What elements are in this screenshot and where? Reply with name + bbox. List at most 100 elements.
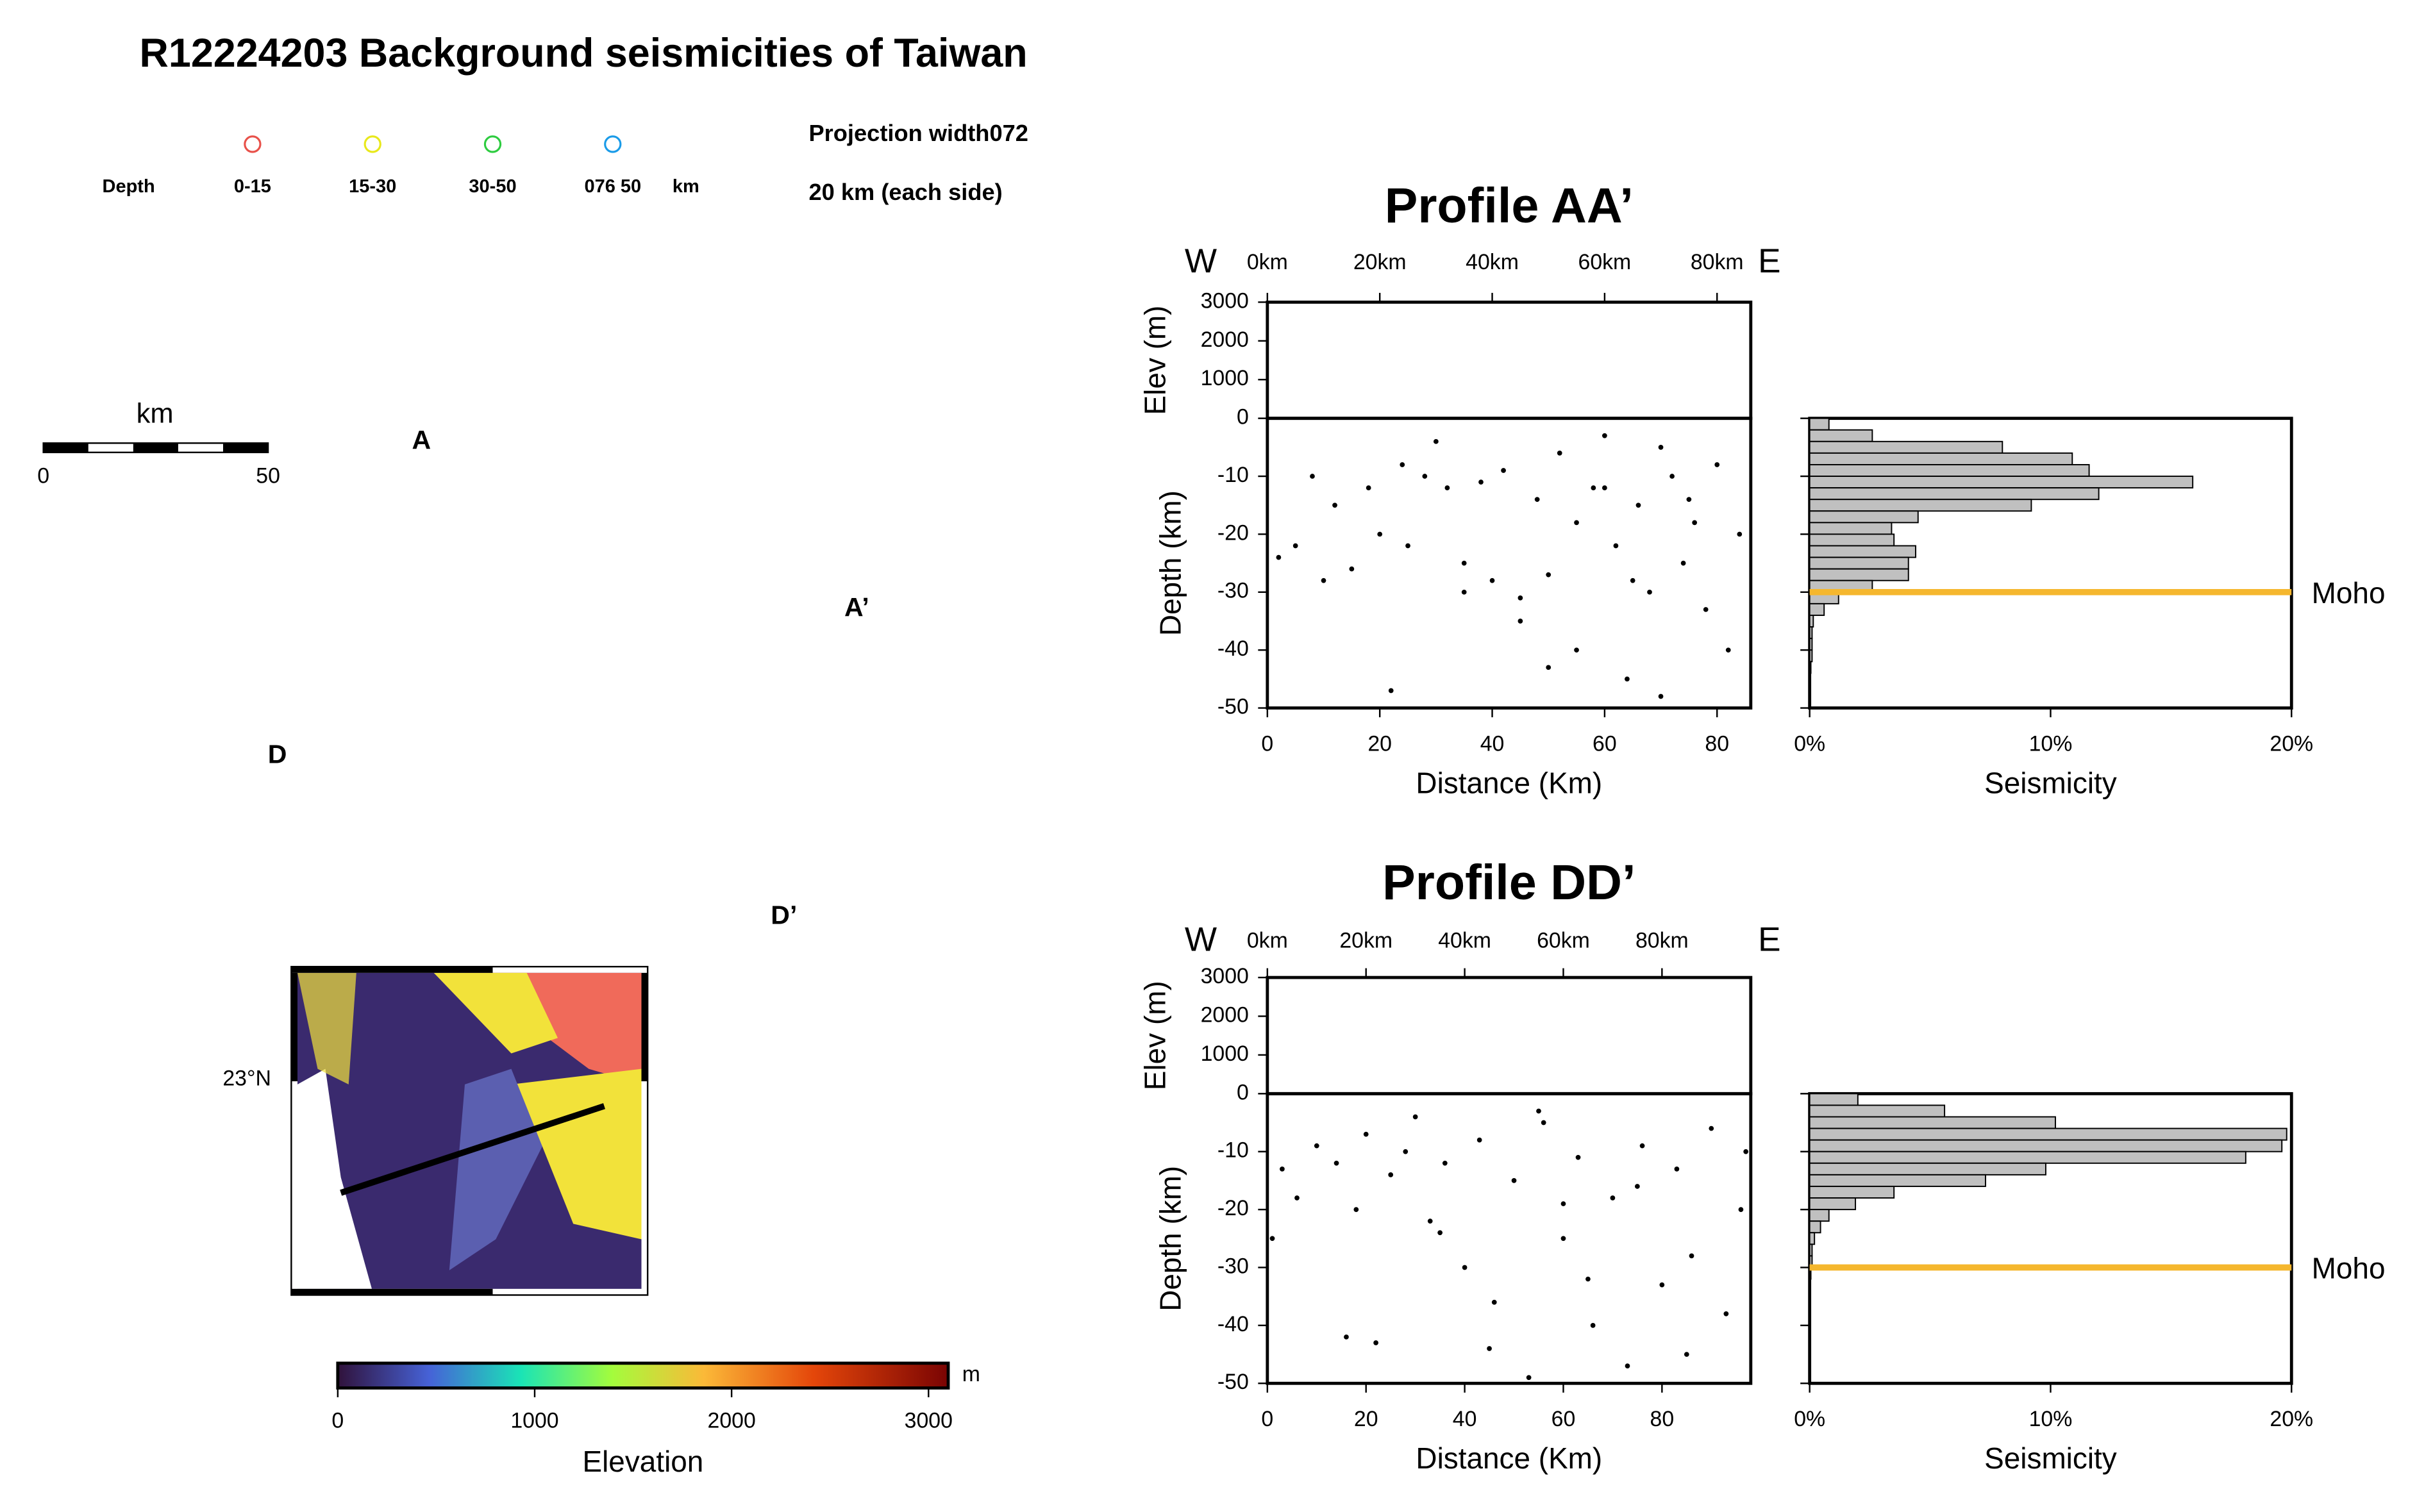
hist-bar bbox=[1809, 1174, 1986, 1187]
moho-label: Moho bbox=[2312, 1251, 2386, 1284]
hist-bar bbox=[1809, 440, 2003, 454]
x-tick-label: 40 bbox=[1480, 732, 1505, 756]
top-tick-label: 60km bbox=[1537, 928, 1590, 952]
map-label: D bbox=[268, 739, 287, 768]
y-tick-label: -20 bbox=[1217, 1196, 1249, 1220]
top-tick-label: 40km bbox=[1438, 928, 1491, 952]
elev-tick-label: 1000 bbox=[1201, 1042, 1249, 1066]
quake bbox=[1669, 474, 1675, 479]
map-label: D’ bbox=[771, 901, 797, 930]
quake bbox=[1703, 607, 1709, 612]
hist-bar bbox=[1809, 452, 2073, 465]
hist-bar bbox=[1809, 1139, 2283, 1152]
quake bbox=[1388, 1172, 1394, 1177]
quake bbox=[1541, 1120, 1546, 1126]
quake bbox=[1377, 531, 1383, 537]
top-tick-label: 0km bbox=[1247, 250, 1288, 274]
y-tick-label: 0 bbox=[1237, 405, 1249, 429]
quake bbox=[1332, 503, 1337, 508]
top-tick-label: 80km bbox=[1635, 928, 1689, 952]
x-tick-label: 60 bbox=[1551, 1407, 1576, 1431]
quake bbox=[1518, 619, 1523, 624]
y-tick-label: 0 bbox=[1237, 1080, 1249, 1104]
scale-tick: 50 bbox=[256, 463, 280, 488]
quake bbox=[1292, 543, 1298, 549]
top-tick-label: 0km bbox=[1247, 928, 1288, 952]
hist-bar bbox=[1809, 602, 1825, 616]
quake bbox=[1433, 438, 1439, 444]
hist-x-tick-label: 10% bbox=[2029, 1407, 2073, 1431]
quake bbox=[1557, 451, 1562, 456]
side-label: E bbox=[1758, 921, 1780, 959]
quake bbox=[1709, 1126, 1714, 1131]
top-tick-label: 20km bbox=[1339, 928, 1392, 952]
hist-x-tick-label: 20% bbox=[2270, 732, 2313, 756]
quake bbox=[1349, 566, 1355, 572]
quake bbox=[1280, 1166, 1285, 1172]
top-tick-label: 20km bbox=[1353, 250, 1407, 274]
elev-tick-label: 2000 bbox=[1201, 1002, 1249, 1027]
quake bbox=[1344, 1334, 1349, 1340]
quake bbox=[1366, 485, 1371, 490]
x-tick-label: 40 bbox=[1453, 1407, 1477, 1431]
quake bbox=[1639, 1143, 1645, 1149]
hist-bar bbox=[1809, 1209, 1830, 1222]
quake bbox=[1400, 462, 1405, 467]
hist-bar bbox=[1809, 429, 1873, 442]
hist-bar bbox=[1809, 1220, 1821, 1234]
depth-frame bbox=[1266, 417, 1753, 710]
axis-label: Depth (km) bbox=[1154, 1166, 1187, 1311]
quake bbox=[1363, 1131, 1369, 1137]
x-tick-label: 20 bbox=[1354, 1407, 1378, 1431]
title: R12224203 Background seismicities of Tai… bbox=[140, 31, 1028, 76]
quake bbox=[1437, 1230, 1443, 1236]
quake bbox=[1585, 1276, 1591, 1282]
colorbar-unit: m bbox=[962, 1362, 980, 1386]
side-label: W bbox=[1185, 921, 1217, 959]
quake bbox=[1276, 554, 1282, 560]
quake bbox=[1546, 572, 1551, 577]
hist-bar bbox=[1809, 464, 2090, 478]
quake bbox=[1680, 560, 1686, 566]
quake bbox=[1501, 468, 1506, 473]
hist-bar bbox=[1809, 1162, 2046, 1176]
quake bbox=[1610, 1195, 1616, 1200]
hist-x-tick-label: 0% bbox=[1794, 1407, 1825, 1431]
quake bbox=[1602, 433, 1607, 438]
y-tick-label: -50 bbox=[1217, 695, 1249, 719]
quake bbox=[1321, 577, 1326, 583]
axis-label: Seismicity bbox=[1984, 1441, 2117, 1475]
hist-x-tick-label: 20% bbox=[2270, 1407, 2313, 1431]
hist-bar bbox=[1809, 545, 1916, 558]
moho-label: Moho bbox=[2312, 576, 2386, 610]
colorbar-tick-label: 2000 bbox=[708, 1409, 756, 1433]
axis-label: Seismicity bbox=[1984, 767, 2117, 800]
colorbar-tick-label: 0 bbox=[331, 1409, 344, 1433]
quake bbox=[1725, 647, 1731, 653]
hist-bar bbox=[1809, 487, 2100, 501]
hist-bar bbox=[1809, 626, 1813, 640]
y-tick-label: -30 bbox=[1217, 579, 1249, 603]
legend-marker bbox=[364, 135, 381, 153]
map-label: A bbox=[412, 425, 431, 454]
quake bbox=[1476, 1137, 1482, 1143]
quake bbox=[1269, 1236, 1275, 1242]
hist-bar bbox=[1809, 568, 1909, 581]
quake bbox=[1574, 647, 1579, 653]
side-label: E bbox=[1758, 242, 1780, 280]
quake bbox=[1574, 520, 1579, 526]
hist-bar bbox=[1809, 638, 1813, 651]
quake bbox=[1489, 577, 1495, 583]
quake bbox=[1444, 485, 1450, 490]
elev-tick-label: 3000 bbox=[1201, 288, 1249, 313]
quake bbox=[1546, 665, 1551, 670]
hist-bar bbox=[1809, 1116, 2056, 1129]
axis-label: Elev (m) bbox=[1138, 306, 1171, 415]
quake bbox=[1692, 520, 1698, 526]
hist-bar bbox=[1809, 1127, 2287, 1141]
quake bbox=[1462, 1265, 1468, 1270]
legend-item: 076 50 bbox=[584, 176, 641, 197]
quake bbox=[1427, 1218, 1433, 1224]
hist-x-tick-label: 0% bbox=[1794, 732, 1825, 756]
y-tick-label: -50 bbox=[1217, 1370, 1249, 1394]
